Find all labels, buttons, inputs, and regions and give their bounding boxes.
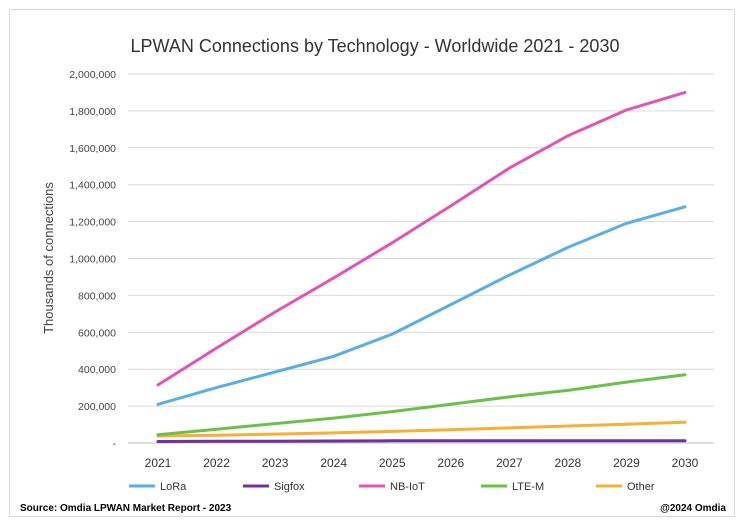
legend: LoRa Sigfox NB-IoT LTE-M Other [129,481,655,493]
legend-item: LoRa [129,481,187,493]
series-line-lte-m [156,373,687,437]
source-note: Source: Omdia LPWAN Market Report - 2023 [20,503,232,514]
x-tick-label: 2029 [613,456,640,470]
legend-item: Other [596,481,655,493]
y-tick-label: 1,000,000 [69,254,116,266]
series-line-other [156,420,687,438]
chart-title: LPWAN Connections by Technology - Worldw… [131,36,620,56]
y-tick-label: - [113,438,117,450]
legend-label: Other [627,481,655,493]
y-tick-label: 200,000 [78,401,116,413]
data-series [156,90,687,443]
y-tick-label: 2,000,000 [69,69,116,81]
x-axis-tick-labels: 2021 2022 2023 2024 2025 2026 2027 2028 2029 2030 [145,456,699,470]
y-tick-label: 1,600,000 [69,143,116,155]
legend-item: Sigfox [243,481,305,493]
x-tick-label: 2030 [672,456,699,470]
copyright-note: @2024 Omdia [660,503,726,514]
series-line-lora [156,205,687,406]
x-tick-label: 2026 [437,456,464,470]
y-axis-tick-labels: - 200,000 400,000 600,000 800,000 1,000,000 1,… [69,69,116,450]
y-tick-label: 400,000 [78,364,116,376]
legend-label: LoRa [160,481,187,493]
series-line-sigfox [156,439,687,443]
legend-item: NB-IoT [359,481,425,493]
gridlines [128,73,714,444]
y-tick-label: 1,800,000 [69,106,116,118]
x-tick-label: 2022 [203,456,230,470]
x-tick-label: 2025 [379,456,406,470]
y-tick-label: 600,000 [78,327,116,339]
y-axis-label: Thousands of connections [41,182,56,334]
series-line-nb-iot [156,90,687,387]
y-tick-label: 800,000 [78,290,116,302]
legend-label: LTE-M [512,481,544,493]
legend-item: LTE-M [481,481,544,493]
y-tick-label: 1,400,000 [69,180,116,192]
x-tick-label: 2024 [320,456,347,470]
legend-label: Sigfox [274,481,305,493]
x-tick-label: 2023 [262,456,289,470]
y-tick-label: 1,200,000 [69,217,116,229]
x-tick-label: 2021 [145,456,172,470]
x-tick-label: 2028 [555,456,582,470]
legend-label: NB-IoT [390,481,425,493]
x-tick-label: 2027 [496,456,523,470]
